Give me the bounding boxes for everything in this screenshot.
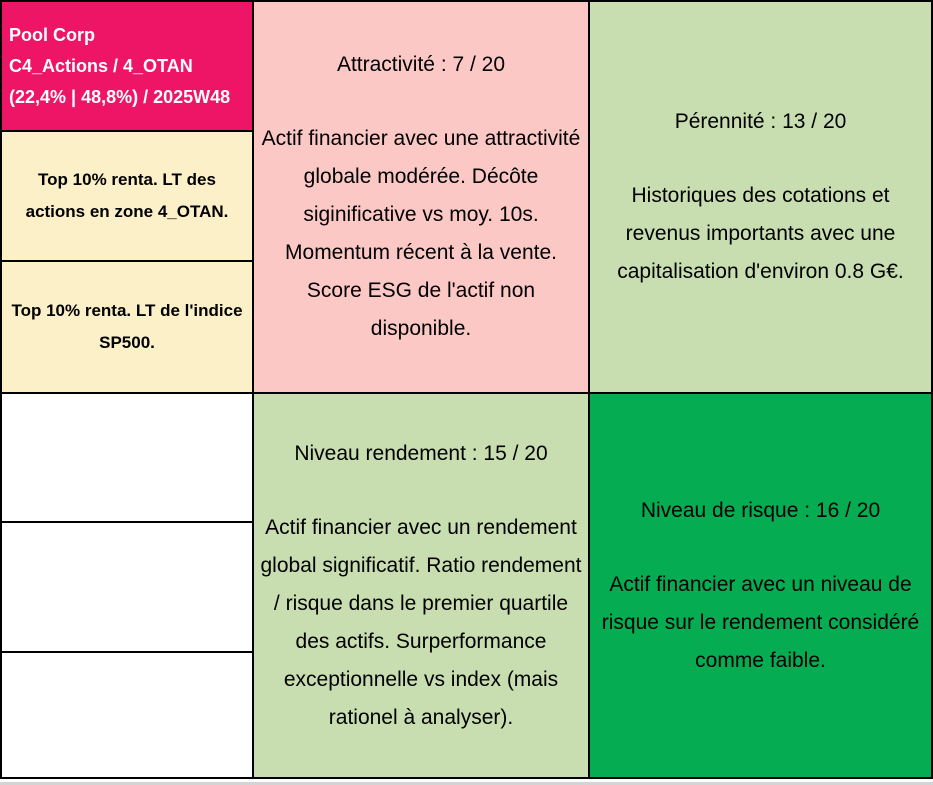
asset-header-cell: Pool Corp C4_Actions / 4_OTAN (22,4% | 4…: [2, 2, 252, 130]
score-cell-attractivite: Attractivité : 7 / 20 Actif financier av…: [254, 2, 588, 392]
highlight-note-index: Top 10% renta. LT de l'indice SP500.: [2, 262, 252, 392]
highlight-note-zone: Top 10% renta. LT des actions en zone 4_…: [2, 132, 252, 260]
score-description-attractivite: Actif financier avec une attractivité gl…: [261, 127, 581, 340]
empty-cell-1: [2, 394, 252, 521]
empty-cell-2: [2, 523, 252, 651]
score-cell-risque: Niveau de risque : 16 / 20 Actif financi…: [590, 394, 931, 777]
asset-title: Pool Corp: [9, 24, 95, 45]
score-description-rendement: Actif financier avec un rendement global…: [260, 515, 582, 729]
score-cell-rendement: Niveau rendement : 15 / 20 Actif financi…: [254, 394, 588, 777]
empty-cell-3: [2, 653, 252, 777]
asset-category: C4_Actions / 4_OTAN: [9, 55, 193, 76]
score-title-attractivite: Attractivité : 7 / 20: [336, 53, 506, 76]
score-cell-perennite: Pérennité : 13 / 20 Historiques des cota…: [590, 2, 931, 392]
score-title-perennite: Pérennité : 13 / 20: [674, 110, 847, 133]
score-title-rendement: Niveau rendement : 15 / 20: [294, 441, 548, 465]
score-title-risque: Niveau de risque : 16 / 20: [640, 498, 881, 522]
score-description-perennite: Historiques des cotations et revenus imp…: [617, 184, 904, 283]
asset-stats: (22,4% | 48,8%) / 2025W48: [9, 86, 231, 107]
score-description-risque: Actif financier avec un niveau de risque…: [601, 572, 920, 672]
highlight-note-index-text: Top 10% renta. LT de l'indice SP500.: [11, 301, 243, 352]
window-bottom-edge: [0, 779, 933, 785]
highlight-note-zone-text: Top 10% renta. LT des actions en zone 4_…: [25, 170, 229, 221]
